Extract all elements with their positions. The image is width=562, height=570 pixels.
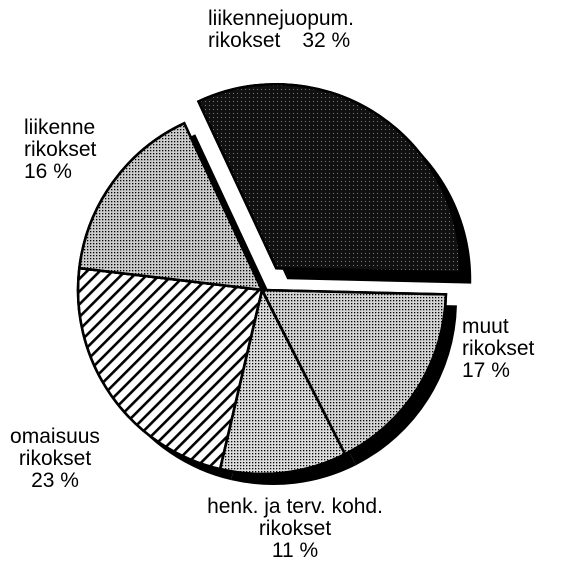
- value-label: 17 %: [462, 359, 510, 382]
- slice-group: [196, 83, 462, 274]
- slice-texture: [196, 83, 462, 274]
- slice-label: henk. ja terv. kohd. rikokset 11 %: [200, 496, 390, 562]
- category-label: liikennejuopum. rikokset: [208, 7, 354, 52]
- slice-label: omaisuus rikokset 23 %: [4, 426, 106, 492]
- slice-label: liikenne rikokset 16 %: [24, 117, 119, 183]
- category-label: muut rikokset: [462, 315, 535, 360]
- slice-group: [259, 288, 448, 456]
- value-label: 16 %: [24, 160, 72, 183]
- value-label: 32 %: [302, 29, 351, 52]
- slice-group: [76, 266, 264, 471]
- category-label: henk. ja terv. kohd. rikokset: [207, 495, 383, 540]
- slice-label: liikennejuopum. rikokset 32 %: [208, 8, 408, 52]
- value-label: 23 %: [31, 469, 79, 492]
- slice-texture: [259, 288, 448, 456]
- category-label: omaisuus rikokset: [10, 425, 100, 470]
- value-label: 11 %: [271, 539, 319, 562]
- slice-label: muut rikokset 17 %: [462, 316, 557, 382]
- slice-texture: [76, 266, 264, 471]
- slice-group: [77, 121, 265, 292]
- slice-texture: [77, 121, 265, 292]
- category-label: liikenne rikokset: [24, 116, 97, 161]
